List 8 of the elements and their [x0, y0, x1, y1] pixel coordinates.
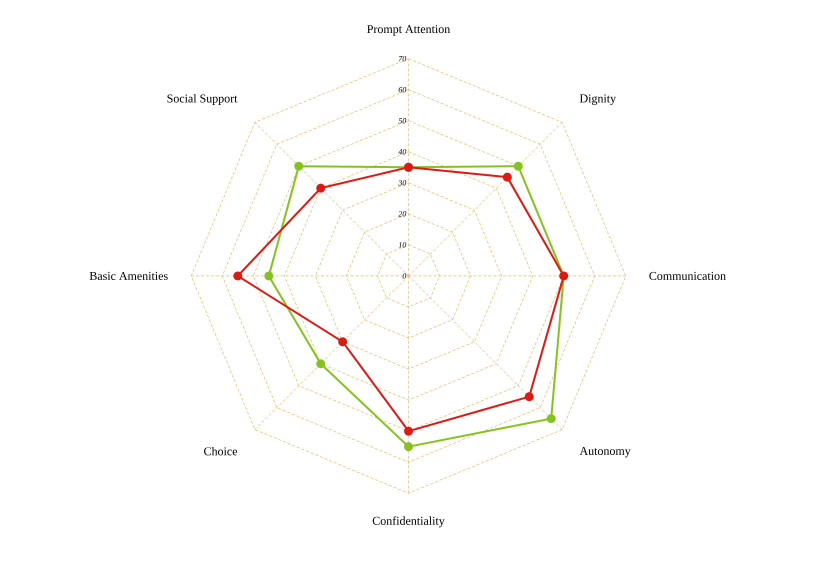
- spoke-label: Social Support: [167, 94, 238, 106]
- spoke-label: Choice: [204, 447, 238, 456]
- spoke-label: Prompt Attention: [367, 25, 450, 36]
- spoke-label: Confidentiality: [372, 516, 445, 528]
- spoke-label: Communication: [649, 272, 726, 280]
- spoke-label: Autonomy: [580, 447, 631, 458]
- spoke-label: Basic Amenities: [90, 272, 168, 280]
- spoke-label: Dignity: [580, 94, 616, 106]
